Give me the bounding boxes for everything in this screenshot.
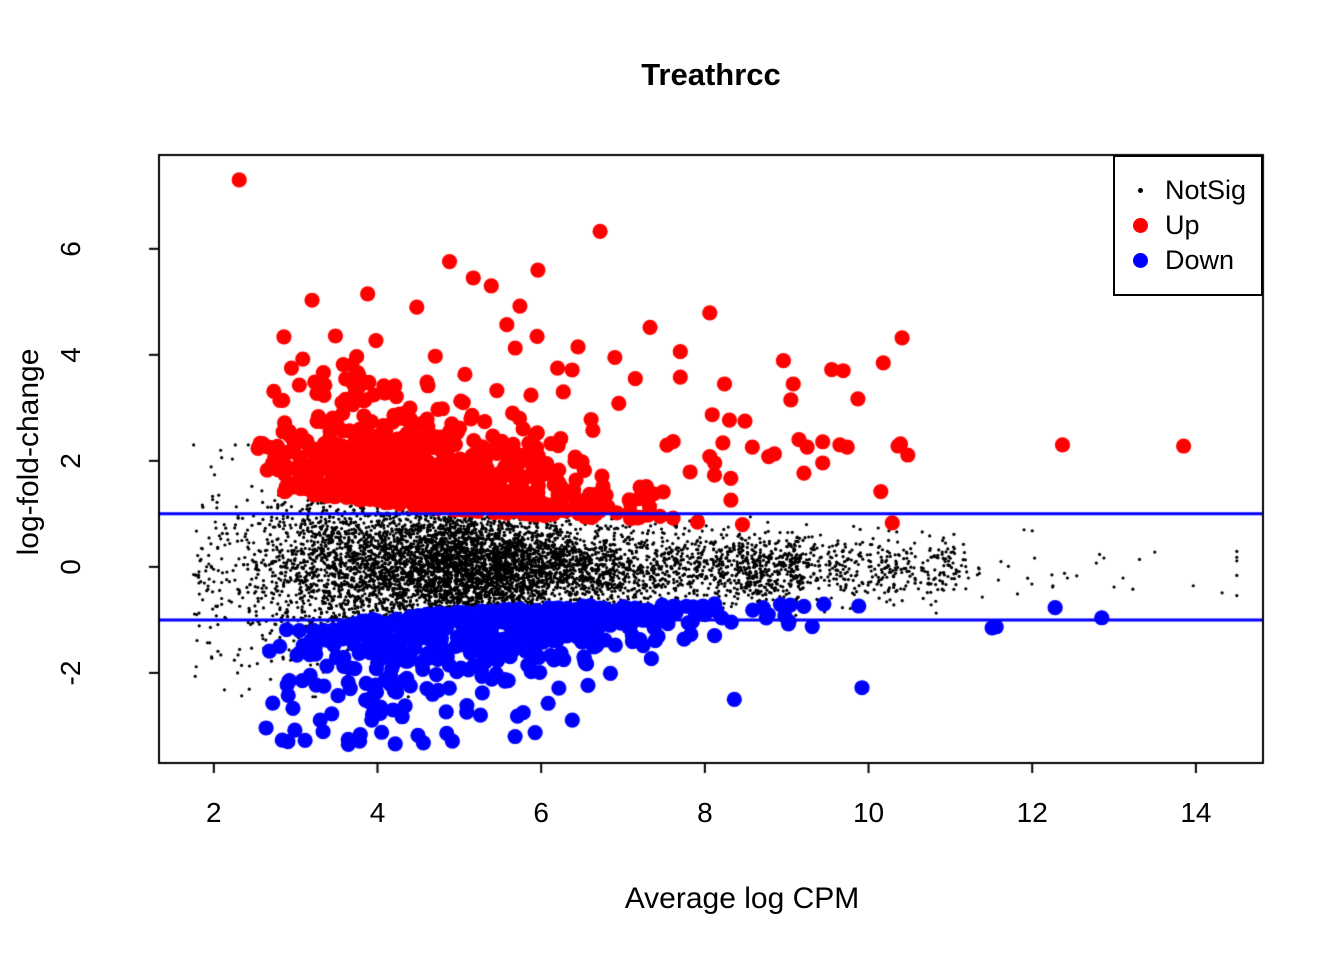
y-tick-label: 4	[55, 347, 86, 363]
x-tick-label: 2	[206, 797, 222, 828]
legend-glyph-up	[1115, 218, 1165, 233]
legend-label-notsig: NotSig	[1165, 175, 1247, 205]
x-tick-label: 6	[533, 797, 549, 828]
legend-label-down: Down	[1165, 245, 1235, 275]
legend-dot-notsig-icon	[1137, 188, 1143, 193]
legend-item-down: Down	[1115, 243, 1261, 278]
x-tick-label: 8	[697, 797, 713, 828]
legend-label-up: Up	[1165, 210, 1200, 240]
legend-glyph-notsig	[1115, 188, 1165, 193]
x-tick-label: 4	[369, 797, 386, 828]
legend-item-notsig: NotSig	[1115, 173, 1261, 208]
legend-item-up: Up	[1115, 208, 1261, 243]
x-tick-label: 12	[1016, 797, 1048, 828]
legend-glyph-down	[1115, 253, 1165, 268]
y-tick-label: 6	[55, 241, 86, 257]
y-tick-label: 0	[55, 559, 86, 575]
legend-dot-up-icon	[1132, 218, 1148, 233]
legend-dot-down-icon	[1132, 253, 1148, 268]
y-axis-title: log-fold-change	[12, 348, 45, 556]
x-tick-label: 14	[1180, 797, 1212, 828]
x-axis-title: Average log CPM	[624, 882, 860, 915]
chart-title: Treathrcc	[641, 57, 781, 92]
y-tick-label: 2	[55, 453, 86, 469]
legend: NotSig Up Down	[1113, 155, 1263, 296]
y-tick-label: -2	[55, 660, 86, 686]
x-tick-label: 10	[852, 797, 885, 828]
